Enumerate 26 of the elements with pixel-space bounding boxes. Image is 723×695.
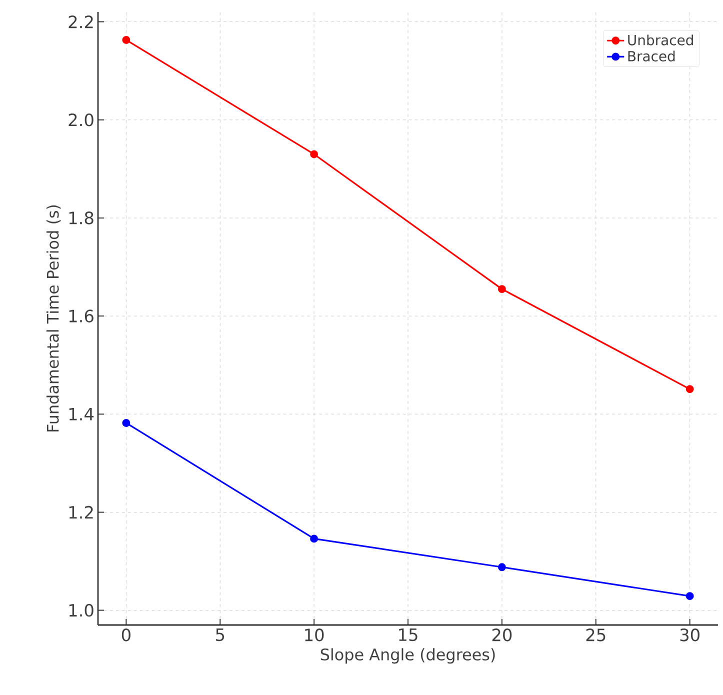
x-tick-label: 10 [305,628,324,642]
y-tick-label: 2.0 [68,113,94,126]
legend-label: Braced [628,50,675,62]
x-tick-label: 20 [492,628,512,642]
x-tick-label: 15 [399,628,418,642]
point [498,563,506,572]
y-tick-label: 2.2 [68,16,93,28]
point [686,592,694,600]
x-tick-label: 5 [216,628,224,642]
y-tick-label: 1.0 [69,604,94,617]
point [122,418,130,427]
x-axis-title: Slope Angle (degrees) [320,648,495,664]
y-tick-label: 1.6 [69,310,94,322]
legend-label: Unbraced [628,34,693,46]
point [686,385,694,394]
y-tick-label: 1.8 [69,212,94,224]
point [122,36,130,44]
point [310,150,318,158]
x-tick-label: 0 [122,628,130,642]
point [310,534,318,543]
y-tick-label: 1.2 [69,506,93,518]
x-tick-label: 30 [680,628,700,642]
x-tick-label: 25 [586,628,606,642]
point [498,285,506,294]
y-axis-title: Fundamental Time Period (s) [46,205,61,432]
y-tick-label: 1.4 [69,408,94,420]
